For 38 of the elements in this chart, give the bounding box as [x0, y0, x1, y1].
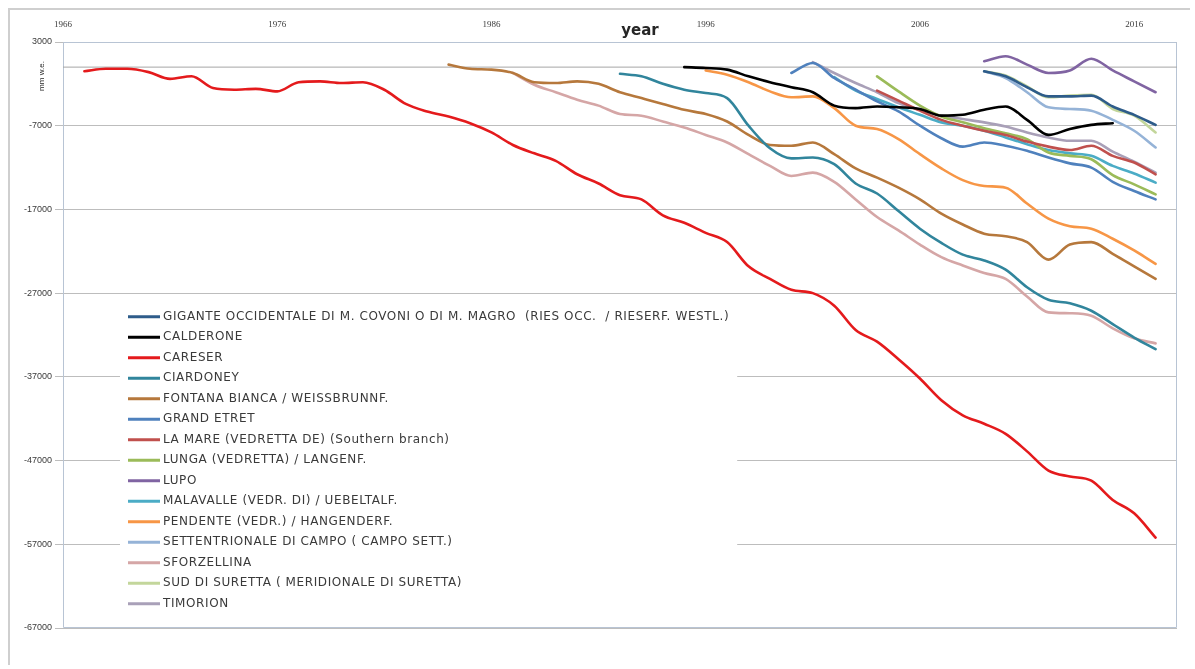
x-tick-label: 2006: [910, 18, 930, 29]
line-series: [982, 54, 1157, 94]
x-tick-label: 1986: [482, 18, 501, 29]
x-axis-title: year: [621, 20, 660, 39]
y-tick-label: -47000: [23, 455, 52, 466]
legend-label: SETTENTRIONALE DI CAMPO ( CAMPO SETT.): [163, 534, 453, 549]
legend-label: FONTANA BIANCA / WEISSBRUNNF.: [163, 390, 389, 405]
x-tick-label: 1996: [696, 18, 716, 29]
legend-label: SUD DI SURETTA ( MERIDIONALE DI SURETTA): [163, 575, 463, 590]
line-series: [682, 65, 1115, 137]
x-tick-label: 1976: [268, 18, 287, 29]
legend-label: LUNGA (VEDRETTA) / LANGENF.: [163, 452, 367, 467]
legend-label: TIMORION: [162, 595, 229, 610]
line-series: [875, 75, 1157, 196]
y-tick-label: -17000: [23, 203, 52, 214]
legend-label: MALAVALLE (VEDR. DI) / UEBELTALF.: [163, 493, 398, 508]
x-tick-label: 1966: [54, 18, 73, 29]
legend-label: CIARDONEY: [163, 370, 240, 385]
line-series: [447, 63, 1157, 281]
legend-label: GIGANTE OCCIDENTALE DI M. COVONI O DI M. MAGRO (RIES OCC. / RIESERF. WESTL.): [163, 308, 730, 323]
legend-label: SFORZELLINA: [163, 554, 252, 569]
line-series: [704, 69, 1157, 266]
y-tick-label: -27000: [23, 287, 52, 298]
y-axis-title: mm w.e.: [37, 61, 47, 91]
y-tick-label: -37000: [23, 371, 52, 382]
legend-label: GRAND ETRET: [163, 411, 256, 426]
y-tick-label: -67000: [23, 622, 52, 633]
legend-label: LA MARE (VEDRETTA DE) (Southern branch): [163, 431, 450, 446]
y-tick-label: -57000: [23, 538, 52, 549]
legend-label: CARESER: [163, 349, 224, 364]
legend-label: PENDENTE (VEDR.) / HANGENDERF.: [163, 513, 394, 528]
y-tick-label: -7000: [28, 120, 52, 131]
x-tick-label: 2016: [1125, 18, 1144, 29]
legend-label: LUPO: [163, 472, 197, 487]
line-series: [875, 89, 1157, 176]
y-tick-label: 3000: [31, 36, 52, 47]
legend-label: CALDERONE: [163, 329, 243, 344]
line-series: [790, 61, 1157, 201]
